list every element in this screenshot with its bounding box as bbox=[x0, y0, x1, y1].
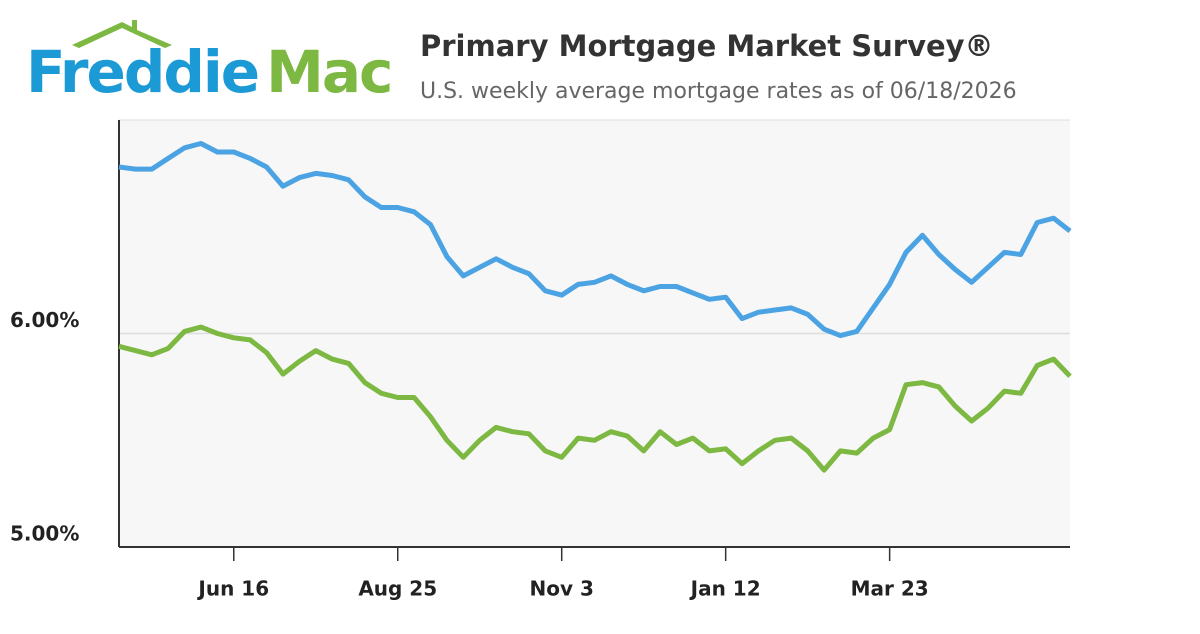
series-line bbox=[118, 141, 1072, 339]
series-line bbox=[118, 324, 1072, 473]
chart-subtitle: U.S. weekly average mortgage rates as of… bbox=[420, 79, 1017, 104]
x-tick-label: Mar 23 bbox=[851, 577, 929, 601]
logo-part: Mac bbox=[266, 38, 391, 106]
x-tick-label: Nov 3 bbox=[530, 577, 594, 601]
chart-title: Primary Mortgage Market Survey® bbox=[420, 29, 994, 63]
logo-part: Freddie bbox=[26, 38, 258, 106]
logo: Freddie Mac bbox=[26, 38, 391, 106]
x-tick-label: Aug 25 bbox=[358, 577, 437, 601]
y-tick-label: 6.00% bbox=[10, 308, 79, 332]
logo-roof bbox=[72, 20, 172, 48]
y-tick-label: 5.00% bbox=[10, 522, 79, 546]
x-tick-label: Jun 16 bbox=[196, 577, 269, 601]
x-tick-label: Jan 12 bbox=[689, 577, 761, 601]
